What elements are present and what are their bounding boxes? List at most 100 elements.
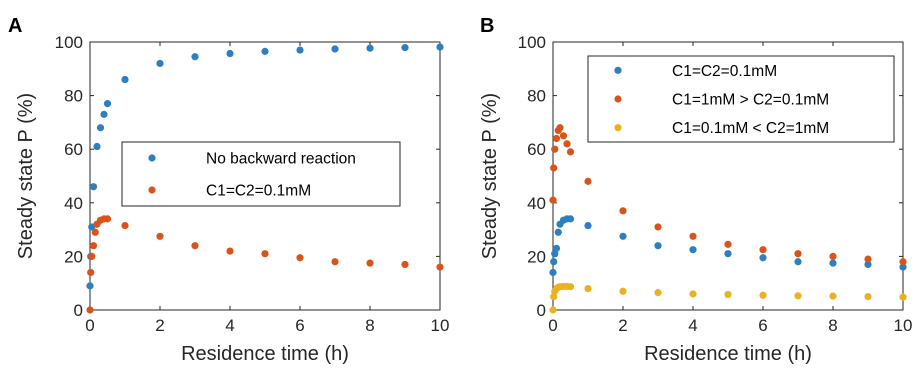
x-tick-label: 10: [894, 316, 913, 335]
legend-entry-label: No backward reaction: [206, 151, 356, 168]
y-tick-label: 20: [64, 247, 83, 266]
data-point: [296, 254, 304, 262]
legend-entry-label: C1=1mM > C2=0.1mM: [672, 92, 829, 109]
legend-marker: [614, 124, 622, 132]
data-point: [759, 291, 767, 299]
data-point: [654, 223, 662, 231]
x-tick-label: 8: [828, 316, 837, 335]
legend-entry-label: C1=0.1mM < C2=1mM: [672, 120, 829, 137]
y-tick-label: 100: [55, 33, 83, 52]
data-point: [550, 258, 558, 266]
data-point: [100, 110, 108, 118]
legend-marker: [148, 186, 156, 194]
data-point: [829, 292, 837, 300]
data-point: [191, 242, 199, 250]
data-point: [724, 240, 732, 248]
legend: No backward reaction C1=C2=0.1mM: [121, 141, 401, 207]
x-tick-label: 6: [758, 316, 767, 335]
legend-entry-label: C1=C2=0.1mM: [672, 63, 777, 80]
y-tick-label: 80: [527, 87, 546, 106]
data-point: [296, 46, 304, 54]
data-point: [759, 246, 767, 254]
data-point: [829, 252, 837, 260]
y-axis-label: Steady state P (%): [15, 93, 37, 259]
y-axis-label: Steady state P (%): [479, 93, 501, 259]
y-tick-label: 60: [64, 140, 83, 159]
data-point: [724, 290, 732, 299]
y-tick-label: 60: [527, 140, 546, 159]
data-point: [864, 260, 872, 269]
x-tick-label: 8: [365, 316, 374, 335]
series-2: [86, 215, 444, 314]
data-point: [794, 292, 802, 300]
y-tick-label: 80: [64, 87, 83, 106]
data-point: [401, 260, 409, 269]
data-point: [794, 258, 802, 266]
x-axis-label: Residence time (h): [644, 343, 812, 365]
data-point: [552, 244, 561, 252]
data-point: [226, 247, 234, 255]
data-point: [550, 293, 558, 301]
legend-marker: [614, 95, 622, 103]
data-point: [559, 132, 568, 140]
series-2: [549, 124, 907, 266]
x-tick-label: 10: [431, 316, 450, 335]
legend-marker: [614, 66, 622, 74]
data-point: [87, 268, 95, 277]
data-point: [261, 47, 269, 55]
data-point: [121, 221, 129, 230]
plot-frame: [89, 41, 441, 311]
data-point: [554, 228, 562, 236]
data-point: [563, 140, 571, 148]
data-point: [552, 134, 561, 143]
data-point: [584, 221, 592, 230]
series-1: [86, 43, 444, 290]
y-tick-label: 0: [74, 301, 83, 320]
y-tick-label: 100: [518, 33, 546, 52]
y-tick-label: 0: [537, 301, 546, 320]
data-point: [899, 258, 907, 266]
series-3: [549, 282, 907, 314]
data-point: [899, 263, 907, 271]
data-point: [794, 250, 802, 258]
data-point: [549, 306, 557, 314]
data-point: [436, 43, 444, 51]
data-point: [654, 288, 662, 297]
data-point: [156, 232, 164, 240]
plot-frame: [552, 41, 904, 311]
x-tick-label: 2: [618, 316, 627, 335]
data-point: [724, 250, 732, 258]
legend-marker: [148, 154, 156, 162]
data-point: [759, 254, 767, 262]
data-point: [331, 45, 339, 53]
data-point: [103, 100, 112, 108]
data-point: [93, 142, 101, 151]
data-point: [864, 255, 872, 263]
data-point: [91, 228, 99, 236]
data-point: [96, 124, 105, 132]
data-point: [103, 215, 112, 223]
x-tick-label: 0: [85, 316, 94, 335]
data-point: [654, 242, 662, 250]
data-point: [86, 282, 94, 290]
data-point: [689, 290, 697, 298]
data-point: [550, 164, 558, 172]
x-tick-label: 4: [225, 316, 234, 335]
data-point: [584, 284, 592, 293]
data-point: [619, 232, 627, 240]
data-point: [566, 283, 575, 291]
data-point: [689, 246, 697, 254]
data-point: [121, 75, 129, 84]
data-point: [89, 242, 98, 250]
legend-box: [587, 55, 895, 143]
legend: C1=C2=0.1mM C1=1mM > C2=0.1mM C1=0.1mM < C…: [587, 55, 895, 143]
data-point: [584, 177, 592, 185]
data-point: [619, 207, 627, 215]
legend-entry-label: C1=C2=0.1mM: [206, 183, 311, 200]
legend-box: [121, 141, 401, 207]
data-point: [226, 49, 234, 58]
panel-letter: B: [480, 15, 494, 37]
